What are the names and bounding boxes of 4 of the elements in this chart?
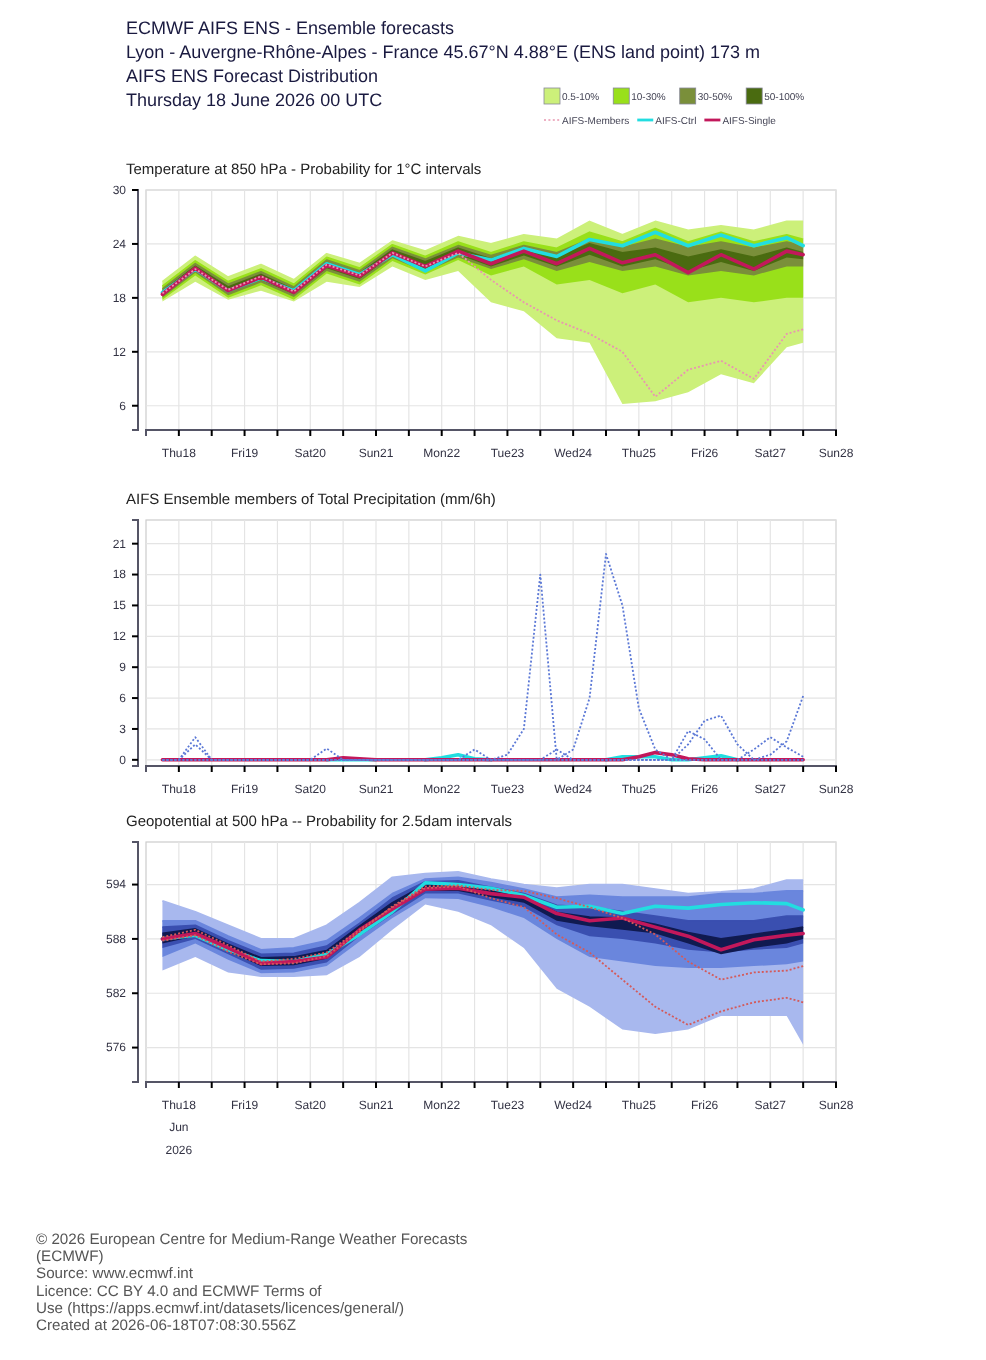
text: Lyon - Auvergne-Rhône-Alpes - France 45.67°N 4.88°E (ENS land point) 173 m (126, 42, 761, 62)
text: Thursday 18 June 2026 00 UTC (126, 90, 384, 110)
text: AIFS ENS Forecast Distribution (126, 66, 379, 86)
text: ECMWF AIFS ENS - Ensemble forecasts (126, 18, 456, 38)
